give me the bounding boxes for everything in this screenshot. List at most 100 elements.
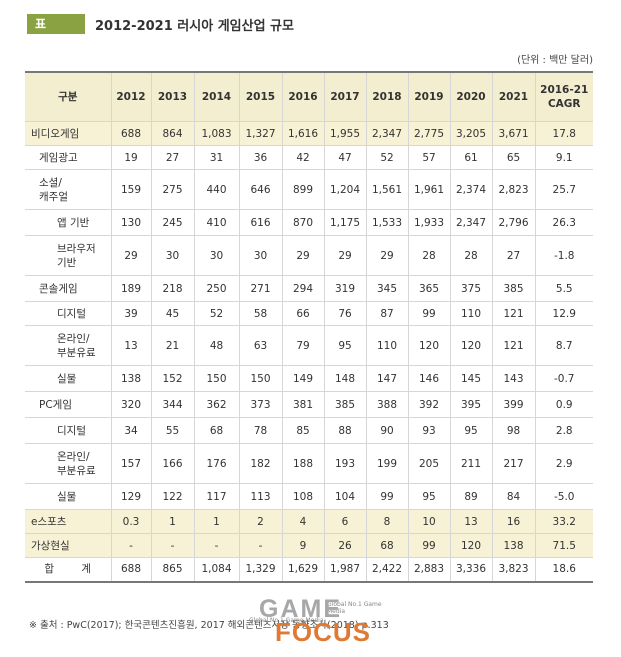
value-cell: 1 xyxy=(150,509,194,534)
value-cell: 864 xyxy=(150,121,194,146)
cagr-cell: 25.7 xyxy=(534,169,593,210)
cagr-cell: 12.9 xyxy=(534,301,593,326)
value-cell: 99 xyxy=(407,533,450,558)
table-row: 브라우저 기반 29 30 30 30 29 29 29 28 28 27 -1.8 xyxy=(25,235,593,276)
value-cell: 385 xyxy=(491,275,535,302)
column-header-category: 구분 xyxy=(25,72,111,122)
value-cell: 104 xyxy=(323,483,366,510)
value-cell: 3,336 xyxy=(449,557,492,582)
value-cell: 29 xyxy=(281,235,324,276)
cagr-cell: 2.8 xyxy=(534,417,593,444)
value-cell: 121 xyxy=(491,325,535,366)
row-label: 온라인/ 부분유료 xyxy=(25,325,111,366)
table-row: 소셜/ 캐주얼 159 275 440 646 899 1,204 1,561 1,961 2,3… xyxy=(25,169,593,210)
cagr-cell: 33.2 xyxy=(534,509,593,534)
value-cell: 217 xyxy=(491,443,535,484)
value-cell: 3,205 xyxy=(449,121,492,146)
value-cell: 3,823 xyxy=(491,557,535,582)
value-cell: 52 xyxy=(365,145,408,170)
value-cell: 93 xyxy=(407,417,450,444)
table-title: 2012-2021 러시아 게임산업 규모 xyxy=(95,18,294,34)
value-cell: 28 xyxy=(449,235,492,276)
value-cell: 1,175 xyxy=(323,209,366,236)
value-cell: 1,987 xyxy=(323,557,366,582)
value-cell: 275 xyxy=(150,169,194,210)
value-cell: 76 xyxy=(323,301,366,326)
value-cell: 26 xyxy=(323,533,366,558)
value-cell: 149 xyxy=(281,365,324,392)
value-cell: 21 xyxy=(150,325,194,366)
table-row: 합 계 688 865 1,084 1,329 1,629 1,987 2,422 2,883 3… xyxy=(25,557,593,582)
value-cell: 1,955 xyxy=(323,121,366,146)
value-cell: 13 xyxy=(449,509,492,534)
value-cell: 138 xyxy=(491,533,535,558)
value-cell: 1,204 xyxy=(323,169,366,210)
value-cell: 2,823 xyxy=(491,169,535,210)
value-cell: 120 xyxy=(449,533,492,558)
value-cell: 870 xyxy=(281,209,324,236)
unit-note: (단위 : 백만 달러) xyxy=(517,55,593,66)
cagr-cell: 8.7 xyxy=(534,325,593,366)
column-header: 2012 xyxy=(110,72,151,122)
value-cell: 1,561 xyxy=(365,169,408,210)
row-label: 소셜/ 캐주얼 xyxy=(25,169,111,210)
cagr-cell: -0.7 xyxy=(534,365,593,392)
row-label: 비디오게임 xyxy=(25,121,111,146)
value-cell: 99 xyxy=(407,301,450,326)
value-cell: 110 xyxy=(449,301,492,326)
table-row: 콘솔게임 189 218 250 271 294 319 345 365 375 385 5.5 xyxy=(25,275,593,302)
value-cell: 98 xyxy=(491,417,535,444)
value-cell: 2,796 xyxy=(491,209,535,236)
value-cell: 90 xyxy=(365,417,408,444)
value-cell: 13 xyxy=(110,325,151,366)
row-label: e스포츠 xyxy=(25,509,111,534)
cagr-cell: 17.8 xyxy=(534,121,593,146)
row-label: 디지털 xyxy=(25,301,111,326)
value-cell: 88 xyxy=(323,417,366,444)
value-cell: 45 xyxy=(150,301,194,326)
value-cell: 646 xyxy=(238,169,282,210)
value-cell: - xyxy=(110,533,151,558)
value-cell: 0.3 xyxy=(110,509,151,534)
table-row: 실물 138 152 150 150 149 148 147 146 145 143 -0.7 xyxy=(25,365,593,392)
value-cell: 1,933 xyxy=(407,209,450,236)
table-row: 앱 기반 130 245 410 616 870 1,175 1,533 1,933 2,347 2… xyxy=(25,209,593,236)
value-cell: 1 xyxy=(193,509,239,534)
table-row: PC게임 320 344 362 373 381 385 388 392 395 399 0.9 xyxy=(25,391,593,418)
value-cell: 345 xyxy=(365,275,408,302)
column-header: 2019 xyxy=(407,72,450,122)
value-cell: 48 xyxy=(193,325,239,366)
value-cell: 36 xyxy=(238,145,282,170)
value-cell: 388 xyxy=(365,391,408,418)
value-cell: 440 xyxy=(193,169,239,210)
value-cell: 108 xyxy=(281,483,324,510)
value-cell: 392 xyxy=(407,391,450,418)
value-cell: 1,329 xyxy=(238,557,282,582)
value-cell: 159 xyxy=(110,169,151,210)
value-cell: 120 xyxy=(449,325,492,366)
value-cell: 85 xyxy=(281,417,324,444)
column-header: 2020 xyxy=(449,72,492,122)
row-label: 디지털 xyxy=(25,417,111,444)
row-label: 게임광고 xyxy=(25,145,111,170)
value-cell: - xyxy=(193,533,239,558)
row-label: 앱 기반 xyxy=(25,209,111,236)
value-cell: 150 xyxy=(238,365,282,392)
value-cell: 319 xyxy=(323,275,366,302)
value-cell: 122 xyxy=(150,483,194,510)
value-cell: 395 xyxy=(449,391,492,418)
table-row: 게임광고 19 27 31 36 42 47 52 57 61 65 9.1 xyxy=(25,145,593,170)
value-cell: 61 xyxy=(449,145,492,170)
value-cell: 385 xyxy=(323,391,366,418)
watermark-motto: Global No.1 Game Media xyxy=(327,601,382,615)
value-cell: 8 xyxy=(365,509,408,534)
watermark-game: GAME xyxy=(259,595,342,623)
value-cell: 1,327 xyxy=(238,121,282,146)
value-cell: 19 xyxy=(110,145,151,170)
cagr-cell: -1.8 xyxy=(534,235,593,276)
value-cell: 146 xyxy=(407,365,450,392)
value-cell: 6 xyxy=(323,509,366,534)
table-row: 디지털 39 45 52 58 66 76 87 99 110 121 12.9 xyxy=(25,301,593,326)
value-cell: 688 xyxy=(110,557,151,582)
value-cell: 1,616 xyxy=(281,121,324,146)
